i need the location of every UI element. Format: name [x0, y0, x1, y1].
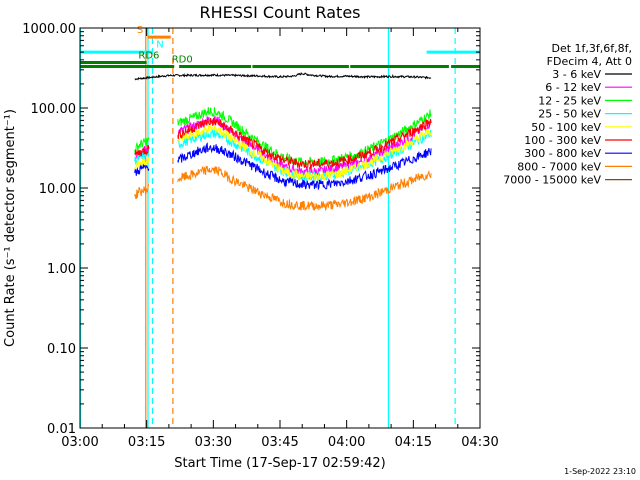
state-bar-label-0: S	[137, 25, 143, 36]
x-tick-label-2: 03:30	[195, 435, 232, 450]
state-bar-label-3: RD0	[172, 55, 193, 66]
axes: 03:00 03:15 03:30 03:45 04:00 04:15 04:30 1000.…	[22, 22, 499, 450]
x-tick-label-6: 04:30	[461, 435, 498, 450]
legend-header-0: Det 1f,3f,6f,8f,	[551, 42, 632, 55]
series-line-6-0	[134, 164, 150, 176]
series-line-6-1	[177, 142, 432, 191]
legend-label-4: 50 - 100 keV	[531, 121, 601, 134]
legend-label-6: 300 - 800 keV	[524, 147, 601, 160]
y-tick-label-4: 0.10	[47, 342, 76, 357]
series-line-2-0	[134, 137, 150, 155]
y-tick-label-0: 1000.00	[22, 22, 76, 37]
y-tick-label-3: 1.00	[47, 262, 76, 277]
legend-label-3: 25 - 50 keV	[538, 108, 601, 121]
x-tick-label-0: 03:00	[61, 435, 98, 450]
series-line-5-0	[134, 145, 150, 157]
series-line-7-1	[177, 165, 432, 212]
x-tick-label-4: 04:00	[328, 435, 365, 450]
y-tick-label-1: 100.00	[31, 102, 77, 117]
footer-date: 1-Sep-2022 23:10	[564, 467, 636, 476]
attenuator-state-bars: S N RD0 RD6	[80, 25, 480, 69]
x-tick-label-1: 03:15	[128, 435, 165, 450]
series-line-4-1	[177, 124, 432, 182]
legend-label-0: 3 - 6 keV	[552, 68, 601, 81]
legend-label-2: 12 - 25 keV	[538, 94, 601, 107]
legend-label-7: 800 - 7000 keV	[517, 160, 601, 173]
y-tick-label-5: 0.01	[47, 422, 76, 437]
plot-frame	[79, 27, 481, 429]
state-bar-label-4: RD6	[138, 51, 159, 62]
series-line-0-0	[134, 72, 432, 81]
vertical-markers	[79, 28, 456, 428]
series-line-5-1	[177, 116, 432, 170]
y-tick-label-2: 10.00	[39, 182, 76, 197]
legend-label-5: 100 - 300 keV	[524, 134, 601, 147]
x-axis-label: Start Time (17-Sep-17 02:59:42)	[174, 456, 385, 471]
series-line-7-0	[134, 183, 150, 199]
x-tick-label-5: 04:15	[395, 435, 432, 450]
legend-label-8: 7000 - 15000 keV	[503, 174, 601, 187]
legend-header-1: FDecim 4, Att 0	[547, 55, 632, 68]
data-series	[134, 72, 432, 212]
legend: Det 1f,3f,6f,8f,FDecim 4, Att 03 - 6 keV…	[503, 42, 632, 187]
state-bar-label-1: N	[156, 39, 163, 50]
legend-label-1: 6 - 12 keV	[545, 81, 601, 94]
x-tick-label-3: 03:45	[261, 435, 298, 450]
series-line-1-1	[177, 115, 432, 177]
y-axis-label: Count Rate (s⁻¹ detector segment⁻¹)	[3, 109, 18, 347]
chart-title: RHESSI Count Rates	[200, 3, 361, 22]
